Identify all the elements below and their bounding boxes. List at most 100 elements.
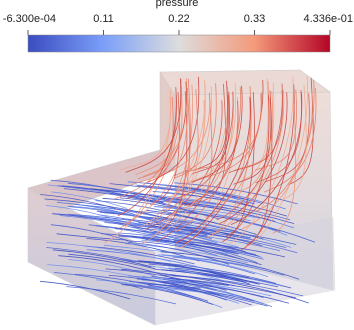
streamline (222, 92, 255, 242)
streamline (120, 268, 235, 287)
colorbar-title: pressure (156, 0, 199, 9)
streamline (59, 215, 164, 237)
streamline (155, 280, 290, 304)
streamline (44, 198, 168, 219)
streamline (119, 89, 172, 171)
streamline (148, 200, 276, 222)
streamline (125, 78, 182, 173)
streamline (66, 286, 176, 305)
streamline (127, 181, 255, 205)
colorbar (27, 34, 331, 53)
streamline (175, 211, 316, 243)
streamline (167, 279, 264, 299)
streamline (105, 268, 227, 291)
streamline (224, 94, 270, 238)
streamline (164, 80, 206, 200)
streamline (241, 92, 313, 230)
streamline (114, 228, 247, 253)
streamline (178, 96, 239, 249)
streamline (147, 76, 200, 183)
streamline (147, 285, 268, 307)
streamline (190, 82, 237, 183)
streamline (161, 269, 246, 283)
streamline (158, 254, 269, 278)
streamline (172, 256, 256, 275)
streamline (114, 94, 178, 200)
colorbar-label: 0.11 (93, 13, 114, 25)
streamline (265, 93, 310, 183)
streamline (191, 85, 243, 183)
streamline (121, 284, 214, 305)
streamline (272, 93, 297, 234)
streamline (131, 92, 210, 186)
streamline (174, 97, 251, 244)
streamline (109, 183, 188, 192)
streamline (216, 83, 283, 221)
streamline (163, 223, 250, 240)
streamline (146, 84, 193, 227)
streamline (119, 78, 182, 229)
streamline (138, 222, 252, 239)
streamlines (39, 76, 317, 308)
streamline (52, 249, 152, 268)
streamline (145, 100, 223, 230)
streamline (160, 197, 291, 221)
streamline (142, 236, 256, 255)
streamline (263, 87, 317, 193)
streamline (61, 185, 166, 206)
streamline (46, 247, 133, 261)
streamline (88, 224, 194, 244)
streamline (68, 259, 159, 278)
streamline (142, 86, 183, 177)
streamline (137, 96, 174, 180)
streamline (104, 212, 193, 224)
streamline (234, 83, 275, 206)
streamline (173, 83, 217, 177)
streamline (101, 233, 239, 255)
streamline (125, 240, 262, 266)
streamline (166, 87, 191, 211)
streamline (217, 92, 288, 225)
streamline (123, 98, 188, 225)
streamline (255, 89, 297, 171)
streamline (68, 253, 156, 270)
colorbar-label: 0.33 (244, 13, 265, 25)
streamline (74, 273, 202, 300)
streamline (233, 91, 273, 171)
streamline (168, 267, 283, 287)
streamline (174, 89, 199, 179)
streamline (67, 206, 170, 225)
streamline (127, 260, 260, 285)
streamline (246, 90, 273, 246)
colorbar-ticks: -6.300e-04 0.11 0.22 0.33 4.336e-01 (3, 13, 353, 35)
streamline (53, 272, 144, 290)
streamline (175, 86, 241, 232)
streamline (154, 231, 280, 252)
streamline (128, 242, 230, 265)
streamline (108, 275, 227, 301)
colorbar-label: -6.300e-04 (3, 13, 56, 25)
streamline (46, 242, 172, 262)
streamline (40, 194, 139, 217)
streamline (206, 97, 252, 239)
streamline (63, 188, 154, 203)
streamline (173, 185, 250, 201)
colorbar-label: 0.22 (168, 13, 189, 25)
streamline (142, 276, 272, 297)
streamline (255, 79, 315, 212)
streamline (50, 224, 132, 243)
streamline (118, 235, 242, 260)
streamline (282, 85, 307, 201)
streamline (51, 191, 128, 209)
streamline (140, 99, 205, 245)
streamline (228, 89, 283, 174)
streamline (125, 243, 248, 264)
colorbar-label: 4.336e-01 (303, 13, 353, 25)
streamline (180, 91, 234, 211)
streamline (202, 83, 227, 202)
streamline (160, 251, 300, 280)
streamline (56, 233, 127, 241)
streamline (179, 226, 297, 245)
